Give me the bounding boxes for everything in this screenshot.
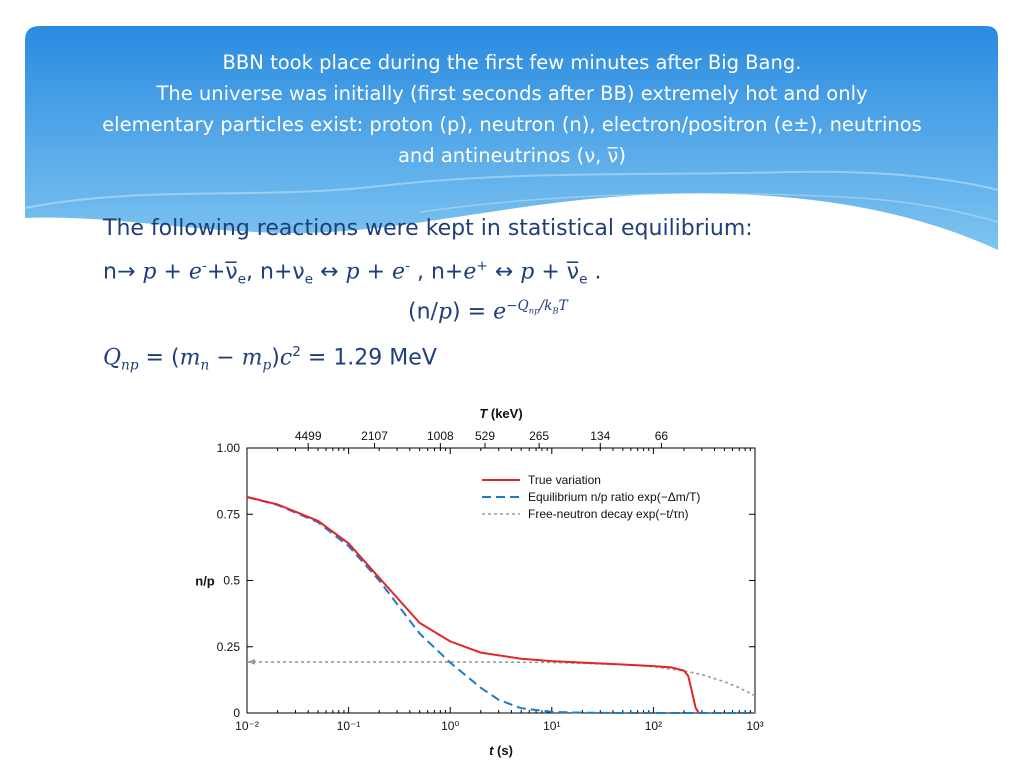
speed-of-light: c: [279, 345, 293, 371]
x-tick-label: 10⁰: [441, 719, 459, 733]
plus-sign-2: +: [366, 259, 386, 285]
q-equation: Qnp = (mn − mp)c2 = 1.29 MeV: [103, 344, 437, 374]
minus-superscript-2: -: [405, 258, 410, 274]
exponent-q: −Q: [506, 298, 529, 314]
subscript-e: e: [237, 271, 246, 288]
top-axis-tick-label: 2107: [361, 429, 388, 443]
exponent-T: T: [558, 298, 568, 314]
banner-wave-2: [419, 192, 999, 223]
equals-sign: =: [467, 299, 487, 325]
y-tick-label: 0.5: [223, 574, 240, 588]
subscript-e-3: e: [579, 271, 588, 288]
minus-sign: −: [216, 345, 235, 371]
title-line-4: and antineutrinos (ν, ν̅): [397, 144, 627, 167]
q-value: 1.29: [333, 345, 383, 371]
equals-sign-q2: =: [307, 345, 327, 371]
equals-sign-q: =: [145, 345, 164, 371]
top-axis-tick-label: 529: [475, 429, 495, 443]
reactions-line: n→ p + e-+ν̅e, n+νe ↔ p + e- , n+e+ ↔ p …: [103, 258, 601, 288]
antineutrino-symbol: ν̅: [225, 259, 238, 285]
ratio-close: ): [452, 299, 461, 325]
plus-sign: +: [163, 259, 182, 285]
electron-symbol: e: [188, 259, 202, 285]
y-tick-label: 0.75: [217, 507, 241, 521]
x-tick-label: 10⁻²: [235, 719, 259, 733]
arrow: ↔: [320, 259, 339, 285]
x-tick-label: 10³: [746, 719, 763, 733]
euler-e: e: [493, 299, 507, 325]
plot-frame: [246, 447, 756, 714]
ratio-p: p: [437, 299, 453, 325]
series-line-dashed: [246, 496, 755, 714]
plus-superscript: +: [476, 258, 488, 274]
positron-symbol: e: [463, 259, 477, 285]
title-line-2: The universe was initially (first second…: [156, 82, 868, 105]
exponent-B: B: [552, 305, 559, 316]
mass-n-sub: n: [200, 357, 210, 374]
ratio-equation: (n/p) = e−Qnp/kBT: [408, 298, 568, 324]
legend-entry: True variation: [528, 473, 601, 487]
reaction-3-lhs: n+: [430, 259, 464, 285]
proton-symbol-2: p: [345, 259, 360, 285]
electron-symbol-2: e: [392, 259, 406, 285]
separator: ,: [246, 259, 253, 285]
top-axis-tick-label: 1008: [427, 429, 454, 443]
series-line-dotted: [247, 661, 756, 697]
x-tick-label: 10¹: [543, 719, 560, 733]
legend-entry: Free-neutron decay exp(−t/τn): [528, 507, 689, 521]
plus-small: +: [206, 259, 226, 285]
legend-entry: Equilibrium n/p ratio exp(−Δm/T): [528, 490, 700, 504]
banner-shape: [25, 26, 998, 250]
banner-wave-1: [24, 170, 999, 209]
paren-close: ): [271, 345, 280, 371]
ratio-open: (n/: [408, 299, 438, 325]
mass-p: m: [241, 345, 263, 371]
y-tick-label: 0: [233, 706, 240, 720]
np-ratio-chart: 10⁻² 10⁻¹ 10⁰ 10¹ 10² 10³ 0 0.25 0.5 0.75 1.00 4499…: [195, 406, 763, 758]
top-axis-tick-label: 4499: [295, 429, 322, 443]
q-unit: MeV: [389, 345, 437, 371]
squared: 2: [292, 344, 301, 360]
y-tick-label: 0.25: [217, 640, 241, 654]
slide-title: BBN took place during the first few minu…: [50, 47, 974, 171]
exponent-k: /k: [539, 298, 553, 314]
top-axis-tick-label: 265: [529, 429, 549, 443]
intro-text: The following reactions were kept in sta…: [103, 216, 753, 241]
plus-sign-3: +: [541, 259, 560, 285]
reaction-2-lhs: n+ν: [260, 259, 305, 285]
proton-symbol-3: p: [520, 259, 535, 285]
mass-p-sub: p: [262, 357, 272, 374]
proton-symbol: p: [142, 259, 157, 285]
title-line-1: BBN took place during the first few minu…: [222, 51, 802, 74]
top-axis-tick-label: 134: [590, 429, 610, 443]
top-axis-label: T (keV): [479, 406, 522, 421]
x-tick-label: 10²: [645, 719, 662, 733]
antineutrino-symbol-2: ν̅: [566, 259, 580, 285]
q-subscript: np: [121, 357, 139, 374]
y-axis-label: n/p: [195, 574, 215, 589]
exponent-np: np: [528, 305, 540, 316]
mass-n: m: [179, 345, 201, 371]
reaction-1-lhs: n→: [103, 259, 136, 285]
y-tick-label: 1.00: [217, 441, 241, 455]
x-axis-label: t (s): [489, 743, 513, 758]
separator-2: ,: [416, 259, 424, 285]
paren-open: (: [170, 345, 180, 371]
top-axis-tick-label: 66: [655, 429, 669, 443]
minus-superscript: -: [201, 258, 207, 274]
q-symbol: Q: [103, 345, 122, 371]
title-line-3: elementary particles exist: proton (p), …: [102, 113, 922, 136]
series-line-solid: [246, 496, 700, 714]
period: .: [594, 259, 602, 285]
header-banner: [24, 26, 999, 250]
x-tick-label: 10⁻¹: [337, 719, 361, 733]
subscript-e-2: e: [304, 271, 314, 288]
decay-arrowhead: [248, 658, 255, 665]
arrow-2: ↔: [494, 259, 514, 285]
